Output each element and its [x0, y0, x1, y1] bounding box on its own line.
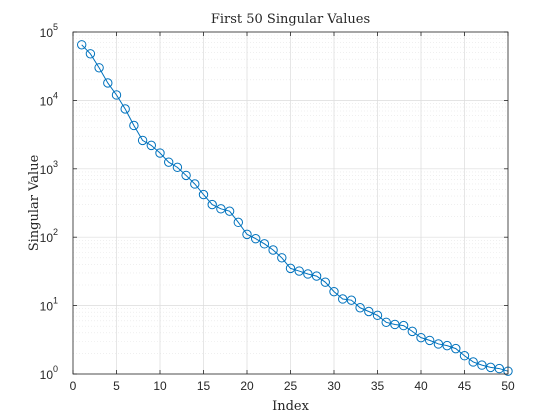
- x-tick-label: 15: [197, 379, 211, 393]
- data-point: [494, 363, 504, 374]
- data-point: [207, 199, 217, 210]
- data-point: [146, 140, 157, 151]
- y-axis-label: Singular Value: [27, 154, 42, 251]
- data-point: [468, 357, 478, 367]
- y-tick-base: 10: [40, 368, 54, 382]
- data-point: [103, 78, 113, 88]
- data-point: [407, 326, 417, 337]
- data-point: [320, 277, 330, 287]
- grid: [72, 31, 509, 375]
- data-point: [459, 351, 470, 361]
- data-point: [268, 245, 278, 255]
- data-point: [120, 104, 130, 114]
- data-point: [477, 360, 487, 370]
- y-tick-exponent: 4: [53, 90, 58, 100]
- data-point: [277, 253, 287, 263]
- x-tick-label: 10: [153, 379, 167, 393]
- data-point: [355, 303, 365, 313]
- data-point: [164, 157, 174, 167]
- x-tick-label: 5: [113, 379, 120, 393]
- x-tick-label: 20: [240, 379, 254, 393]
- y-tick-base: 10: [40, 300, 54, 314]
- data-point: [94, 63, 104, 73]
- data-point: [372, 310, 383, 321]
- y-tick-exponent: 3: [53, 159, 58, 169]
- data-point: [190, 179, 200, 189]
- data-point: [181, 170, 191, 181]
- data-point: [137, 135, 148, 146]
- y-tick-exponent: 2: [53, 227, 58, 237]
- x-tick-label: 40: [414, 379, 428, 393]
- data-point: [216, 204, 226, 214]
- data-point: [329, 286, 339, 297]
- x-axis-label: Index: [272, 399, 310, 414]
- x-tick-label: 30: [327, 379, 341, 393]
- x-tick-label: 0: [70, 379, 77, 393]
- data-point: [311, 271, 322, 281]
- y-tick-exponent: 5: [53, 22, 58, 32]
- data-point: [451, 343, 461, 354]
- data-point: [294, 266, 304, 276]
- x-tick-label: 35: [371, 379, 385, 393]
- y-tick-exponent: 0: [53, 364, 58, 374]
- data-point: [233, 217, 244, 228]
- data-point: [442, 340, 452, 351]
- data-point: [129, 120, 139, 131]
- data-point: [198, 189, 209, 200]
- y-tick-label: 10 5: [40, 22, 58, 40]
- data-point: [303, 269, 313, 279]
- series-layer: [77, 40, 513, 376]
- y-tick-base: 10: [40, 231, 54, 245]
- data-point: [242, 229, 252, 240]
- data-point: [172, 162, 183, 173]
- data-point: [433, 339, 444, 349]
- y-tick-label: 10 1: [40, 296, 58, 314]
- data-point: [224, 206, 235, 216]
- y-tick-exponent: 1: [53, 296, 58, 306]
- data-point: [346, 295, 357, 305]
- y-tick-label: 10 3: [40, 159, 58, 177]
- data-point: [111, 90, 122, 100]
- y-tick-label: 10 0: [40, 364, 58, 382]
- data-point: [259, 239, 270, 249]
- y-tick-label: 10 4: [40, 90, 58, 108]
- chart-title: First 50 Singular Values: [211, 12, 370, 27]
- data-point: [416, 332, 426, 343]
- data-point: [251, 234, 261, 244]
- y-tick-label: 10 2: [40, 227, 58, 245]
- x-tick-label: 50: [501, 379, 515, 393]
- data-point: [77, 40, 87, 50]
- data-point: [285, 263, 296, 274]
- y-tick-base: 10: [40, 94, 54, 108]
- data-point: [381, 317, 391, 327]
- data-point: [425, 335, 435, 346]
- data-point: [364, 306, 374, 317]
- data-point: [85, 49, 96, 59]
- x-tick-label: 25: [284, 379, 298, 393]
- x-tick-label: 45: [458, 379, 472, 393]
- data-point: [398, 320, 409, 331]
- y-tick-base: 10: [40, 26, 54, 40]
- data-point: [155, 148, 165, 158]
- y-tick-base: 10: [40, 163, 54, 177]
